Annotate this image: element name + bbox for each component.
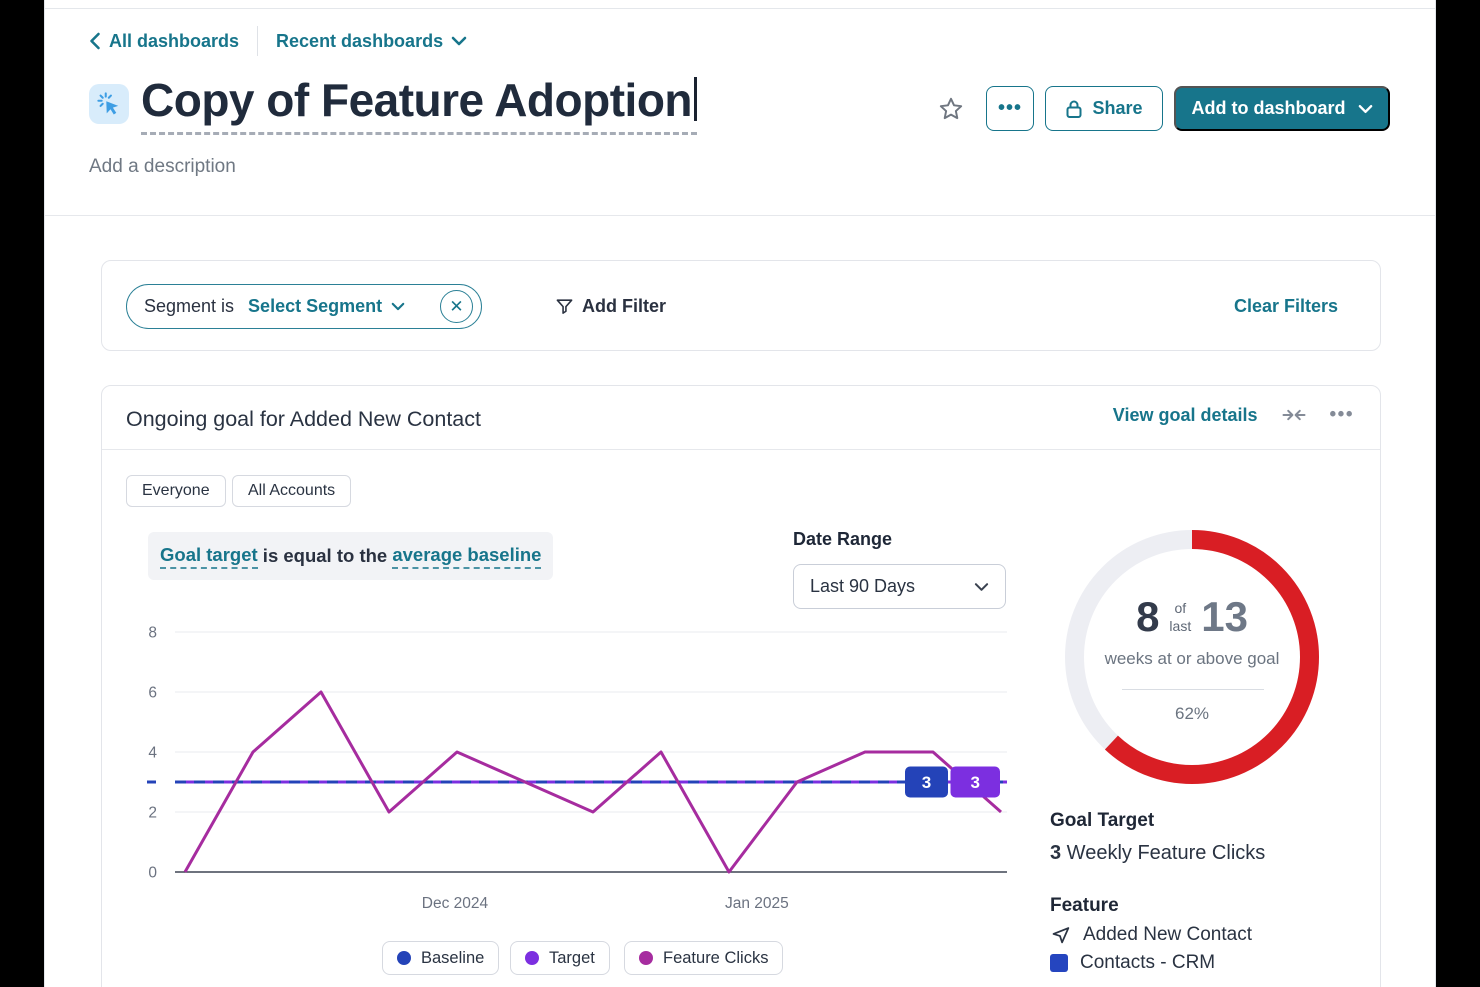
collapse-button[interactable] xyxy=(1282,406,1306,424)
collapse-icon xyxy=(1282,409,1306,421)
segment-select[interactable]: Select Segment xyxy=(248,296,405,317)
legend-item-baseline[interactable]: Baseline xyxy=(382,941,500,975)
legend-item-target[interactable]: Target xyxy=(510,941,610,975)
chevron-down-icon xyxy=(974,582,989,591)
goal-target-number: 3 xyxy=(1050,842,1062,864)
feature-label: Feature xyxy=(1050,895,1119,916)
goal-target-link[interactable]: Goal target xyxy=(160,544,258,569)
add-to-dashboard-label: Add to dashboard xyxy=(1191,98,1346,118)
feature-clicks-legend-dot xyxy=(639,951,653,965)
segment-filter-pill[interactable]: Segment is Select Segment ✕ xyxy=(126,284,482,329)
baseline-legend-dot xyxy=(397,951,411,965)
feature-clicks-line xyxy=(183,690,1002,874)
recent-dashboards-menu[interactable]: Recent dashboards xyxy=(276,31,467,52)
last-word: last xyxy=(1169,618,1192,634)
segment-select-value: Select Segment xyxy=(248,296,383,316)
goal-target-value: 3 Weekly Feature Clicks xyxy=(1050,842,1265,865)
donut-caption: weeks at or above goal xyxy=(1104,649,1280,668)
y-tick-label: 4 xyxy=(148,745,157,762)
remove-segment-filter-button[interactable]: ✕ xyxy=(440,290,473,323)
recent-dashboards-label: Recent dashboards xyxy=(276,30,444,51)
weeks-total-value: 13 xyxy=(1201,593,1248,640)
all-dashboards-label: All dashboards xyxy=(109,30,240,51)
goal-card-header: Ongoing goal for Added New Contact View … xyxy=(102,386,1380,450)
segment-prefix-label: Segment is xyxy=(144,296,235,316)
all-dashboards-link[interactable]: All dashboards xyxy=(89,31,239,52)
of-word: of xyxy=(1174,599,1187,616)
filter-bar: Segment is Select Segment ✕ Add Filter C… xyxy=(101,260,1381,351)
share-label: Share xyxy=(1092,98,1143,118)
chevron-down-icon xyxy=(451,36,467,46)
y-tick-label: 2 xyxy=(148,805,157,822)
feature-clicks-legend-label: Feature Clicks xyxy=(663,948,769,967)
legend-item-feature-clicks[interactable]: Feature Clicks xyxy=(624,941,784,975)
page-title-text: Copy of Feature Adoption xyxy=(141,74,693,126)
baseline-legend-label: Baseline xyxy=(421,948,485,967)
add-filter-button[interactable]: Add Filter xyxy=(555,284,666,329)
star-icon xyxy=(939,97,963,119)
view-goal-details-link[interactable]: View goal details xyxy=(1112,404,1258,425)
x-tick-label: Jan 2025 xyxy=(725,895,789,912)
feature-name: Added New Contact xyxy=(1083,924,1252,945)
lock-icon xyxy=(1066,100,1082,118)
feature-name-row: Added New Contact xyxy=(1050,924,1252,946)
favorite-star-button[interactable] xyxy=(935,93,967,125)
header-divider xyxy=(45,215,1435,216)
add-to-dashboard-button[interactable]: Add to dashboard xyxy=(1174,86,1390,131)
add-filter-label: Add Filter xyxy=(582,296,666,316)
donut-percent-value: 62% xyxy=(1174,704,1210,723)
share-button[interactable]: Share xyxy=(1045,86,1163,131)
y-tick-label: 8 xyxy=(148,625,157,642)
chevron-down-icon xyxy=(1358,104,1372,113)
date-range-value: Last 90 Days xyxy=(810,576,916,596)
target-legend-label: Target xyxy=(549,948,595,967)
baseline-value-label xyxy=(905,766,948,798)
feature-source: Contacts - CRM xyxy=(1080,952,1216,973)
goal-sentence-text: is equal to the xyxy=(257,545,393,566)
goal-card-more-button[interactable]: ••• xyxy=(1329,404,1354,425)
cursor-pointer-icon xyxy=(1052,926,1070,943)
goal-target-unit: Weekly Feature Clicks xyxy=(1061,842,1266,864)
target-value-label-text: 3 xyxy=(971,773,980,792)
goal-card-actions: View goal details ••• xyxy=(1113,404,1354,426)
x-tick-label: Dec 2024 xyxy=(422,895,489,912)
chevron-left-icon xyxy=(90,32,100,50)
text-cursor xyxy=(694,77,698,121)
breadcrumb: All dashboards Recent dashboards xyxy=(89,26,467,56)
header-actions: ••• Share Add to dashboard xyxy=(935,86,1390,131)
of-last-label: of last xyxy=(1169,599,1191,635)
feature-source-row: Contacts - CRM xyxy=(1050,952,1215,974)
filter-funnel-icon xyxy=(556,299,573,314)
app-swatch-icon xyxy=(1050,954,1068,972)
baseline-value-label-text: 3 xyxy=(922,773,931,792)
y-tick-label: 6 xyxy=(148,685,157,702)
target-value-label xyxy=(950,766,1000,798)
description-placeholder[interactable]: Add a description xyxy=(89,156,236,177)
y-tick-label: 0 xyxy=(148,865,157,882)
donut-center-stats: 8 of last 13 xyxy=(1062,593,1322,641)
page-title-editable[interactable]: Copy of Feature Adoption xyxy=(141,74,698,136)
date-range-label: Date Range xyxy=(793,529,893,549)
breadcrumb-divider xyxy=(257,26,259,56)
account-segment-chip[interactable]: All Accounts xyxy=(232,475,352,507)
clear-filters-button[interactable]: Clear Filters xyxy=(1233,296,1338,316)
goal-definition-sentence: Goal target is equal to the average base… xyxy=(148,532,554,580)
title-row: Copy of Feature Adoption xyxy=(89,74,698,136)
average-baseline-link[interactable]: average baseline xyxy=(392,544,542,569)
goal-card-title: Ongoing goal for Added New Contact xyxy=(126,407,481,431)
date-range-select[interactable]: Last 90 Days xyxy=(793,564,1006,609)
window-top-border xyxy=(45,8,1435,9)
feature-click-icon xyxy=(89,84,129,124)
chevron-down-icon xyxy=(391,302,405,311)
goal-card: Ongoing goal for Added New Contact View … xyxy=(101,385,1381,987)
goal-target-label: Goal Target xyxy=(1050,810,1155,831)
target-legend-dot xyxy=(525,951,539,965)
app-window: All dashboards Recent dashboards C xyxy=(44,0,1436,987)
more-actions-button[interactable]: ••• xyxy=(986,86,1034,131)
donut-divider xyxy=(1122,689,1264,690)
weeks-achieved-value: 8 xyxy=(1136,593,1160,640)
visitor-segment-chip[interactable]: Everyone xyxy=(126,475,226,507)
weeks-at-goal-donut xyxy=(1065,530,1319,784)
